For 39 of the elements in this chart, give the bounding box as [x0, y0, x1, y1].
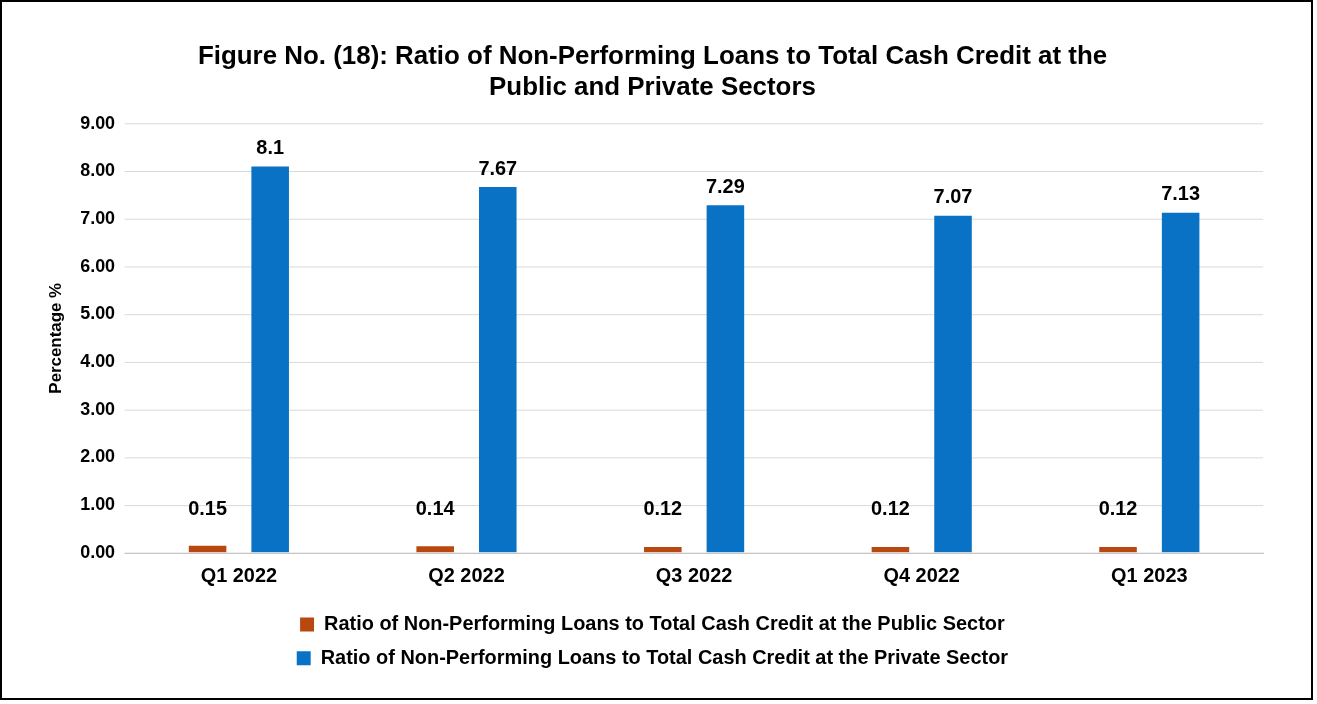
- bar: [416, 546, 454, 553]
- data-label: 0.15: [188, 496, 227, 519]
- x-tick-label: Q4 2022: [883, 564, 960, 587]
- data-label: 7.07: [933, 185, 973, 208]
- data-label: 0.12: [1098, 496, 1138, 519]
- y-tick-label: 7.00: [80, 208, 116, 228]
- bar: [934, 215, 972, 553]
- data-label: 7.29: [706, 174, 745, 197]
- y-tick-label: 3.00: [80, 398, 116, 419]
- x-tick-label: Q1 2022: [200, 564, 278, 587]
- y-axis-title: Percentage %: [45, 282, 65, 394]
- y-tick-label: 1.00: [80, 494, 116, 515]
- y-tick-label: 9.00: [80, 112, 116, 133]
- bar: [706, 205, 745, 553]
- y-tick-label: 6.00: [80, 255, 116, 276]
- bar: [1099, 547, 1137, 553]
- bar: [871, 547, 910, 553]
- y-tick-label: 4.00: [80, 351, 116, 372]
- y-tick-label: 2.00: [80, 446, 116, 467]
- data-label: 7.13: [1161, 182, 1201, 205]
- x-tick-label: Q2 2022: [428, 564, 505, 587]
- y-tick-label: 0.00: [80, 541, 116, 562]
- y-tick-label: 8.00: [80, 160, 116, 181]
- bar: [644, 547, 682, 553]
- bar: [479, 187, 517, 553]
- data-label: 0.12: [643, 496, 683, 519]
- bar: [1161, 212, 1200, 553]
- data-label: 0.12: [871, 496, 910, 519]
- text: Public and Private Sectors: [489, 72, 816, 101]
- legend-label: Ratio of Non-Performing Loans to Total Cash Credit at the Private Sector: [320, 645, 1009, 668]
- text: Figure No. (18): Ratio of Non-Performing Loans to Total Cash Credit at the: [197, 41, 1108, 70]
- data-label: 0.14: [415, 496, 455, 519]
- data-label: 7.67: [478, 156, 518, 179]
- y-tick-label: 5.00: [80, 303, 116, 324]
- data-label: 8.1: [256, 136, 285, 159]
- x-tick-label: Q3 2022: [655, 564, 733, 587]
- legend-label: Ratio of Non-Performing Loans to Total Cash Credit at the Public Sector: [324, 611, 1005, 634]
- x-tick-label: Q1 2023: [1111, 564, 1188, 587]
- bar: [251, 166, 289, 553]
